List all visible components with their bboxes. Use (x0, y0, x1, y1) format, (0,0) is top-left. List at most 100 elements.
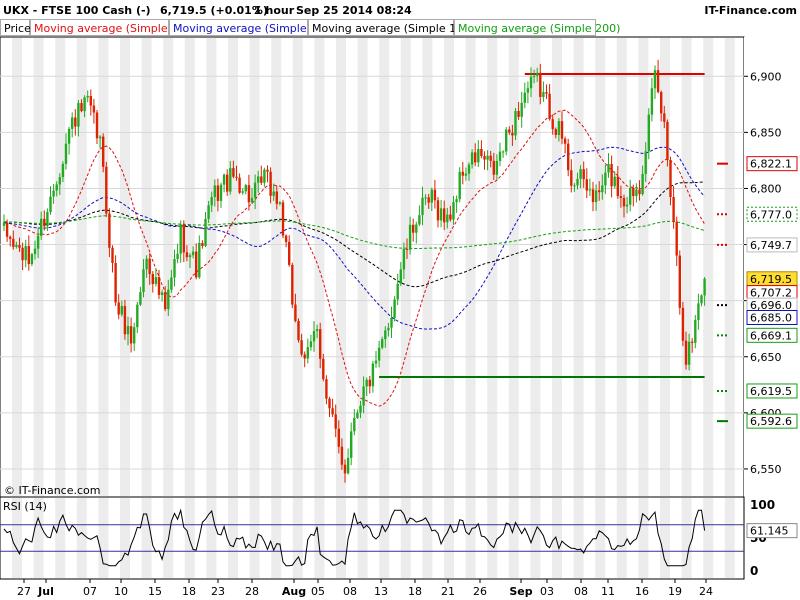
time-axis: 27 Jul 07 10 15 18 23 28 Aug 05 08 13 18 21 26 Sep 03 08 1… (17, 579, 713, 598)
price-bar-body (92, 105, 96, 113)
legend-bar: Price Moving average (Simple 20)Moving av… (0, 19, 620, 36)
price-bar-body (408, 224, 412, 250)
price-gridlines (0, 75, 744, 470)
price-bar-body (396, 283, 399, 300)
price-bar-body (610, 163, 613, 187)
price-bar-body (27, 246, 30, 265)
price-bar-body (539, 72, 542, 97)
price-bar-body (74, 117, 77, 127)
price-bar-body (666, 121, 669, 161)
price-bar-body (470, 152, 474, 165)
legend-item[interactable] (308, 19, 454, 36)
price-bar-body (219, 184, 223, 201)
price-bar-body (337, 428, 340, 447)
price-tick-label: 6,550 (750, 463, 782, 476)
price-bar-body (182, 224, 185, 253)
price-bar-body (446, 214, 449, 223)
price-bar-body (697, 303, 700, 320)
price-bar-body (421, 197, 424, 216)
session-band (681, 38, 692, 496)
price-bar-body (226, 174, 229, 192)
price-bar-body (253, 182, 257, 198)
price-bar-body (315, 329, 319, 332)
price-bar-body (585, 179, 588, 191)
legend-label: Price (4, 22, 31, 35)
price-tag-label: 6,696.0 (750, 299, 792, 312)
price-bar-body (179, 224, 182, 254)
rsi-tick-label: 0 (750, 564, 758, 578)
price-bar-body (5, 222, 9, 237)
session-band (487, 38, 498, 496)
session-band (616, 498, 627, 578)
session-band (120, 498, 130, 578)
time-tick-label: Jul (37, 585, 54, 598)
price-bar-body (247, 185, 251, 203)
price-bar-body (433, 189, 437, 201)
price-bar-body (511, 132, 514, 136)
price-bar-body (157, 277, 161, 296)
price-bar-body (681, 307, 685, 341)
price-bar-body (393, 299, 396, 318)
price-bar-body (201, 242, 204, 246)
price-bar-body (356, 412, 359, 418)
price-bar-body (557, 121, 561, 135)
time-tick-label: 10 (114, 585, 128, 598)
session-band (76, 498, 87, 578)
price-bar-body (136, 304, 139, 328)
rsi-axis: 10050061.145 (746, 498, 798, 578)
price-bar-body (306, 347, 309, 359)
price-bar-body (71, 117, 74, 129)
legend-item[interactable] (0, 19, 30, 36)
time-tick-label: 21 (441, 585, 455, 598)
price-tick-label: 6,650 (750, 351, 782, 364)
session-band (616, 38, 627, 496)
legend-item[interactable] (169, 19, 308, 36)
price-bar-body (198, 242, 201, 278)
price-bar-body (455, 199, 458, 203)
watermark: © IT-Finance.com (4, 484, 101, 497)
price-bar-body (477, 148, 480, 163)
price-bar-body (170, 277, 173, 290)
price-bar-body (523, 92, 526, 103)
legend-item[interactable] (454, 19, 596, 36)
price-tick-label: 6,850 (750, 126, 782, 139)
time-tick-label: 05 (311, 585, 325, 598)
session-band (292, 498, 303, 578)
price-tick-label: 6,900 (750, 70, 782, 83)
price-bar-body (694, 319, 697, 343)
price-bar-body (461, 171, 464, 176)
price-bar-body (188, 255, 192, 258)
time-tick-label: 19 (668, 585, 682, 598)
price-tag-label: 6,822.1 (750, 158, 792, 171)
price-bar-body (328, 398, 331, 409)
price-bar-body (142, 269, 145, 293)
price-bar-body (176, 253, 179, 259)
price-bar-body (325, 379, 328, 399)
price-bar-body (514, 110, 517, 136)
legend-item[interactable] (30, 19, 169, 36)
price-bar-body (669, 160, 672, 198)
session-band (314, 38, 325, 496)
session-band (336, 498, 346, 578)
price-bar-body (9, 236, 12, 239)
price-bar-body (402, 248, 406, 270)
price-bar-body (489, 155, 492, 161)
price-tag (746, 413, 798, 429)
price-bar-body (508, 129, 511, 133)
rsi-plot-area (0, 496, 745, 580)
support-resistance-lines (379, 73, 705, 378)
timeframe-label[interactable]: 1 hour (254, 4, 295, 17)
price-bar-body (486, 155, 489, 160)
price-bar-body (405, 248, 409, 250)
session-band (724, 38, 735, 496)
price-bar-body (588, 189, 592, 191)
price-bar-body (154, 277, 158, 285)
price-bar-body (415, 224, 418, 233)
price-bar-body (191, 251, 195, 256)
price-bar-body (594, 190, 598, 203)
price-bar-body (436, 200, 440, 221)
price-bar-body (687, 341, 691, 365)
price-bar-body (656, 70, 660, 93)
price-bar-body (303, 354, 306, 359)
price-bar-body (269, 171, 272, 196)
